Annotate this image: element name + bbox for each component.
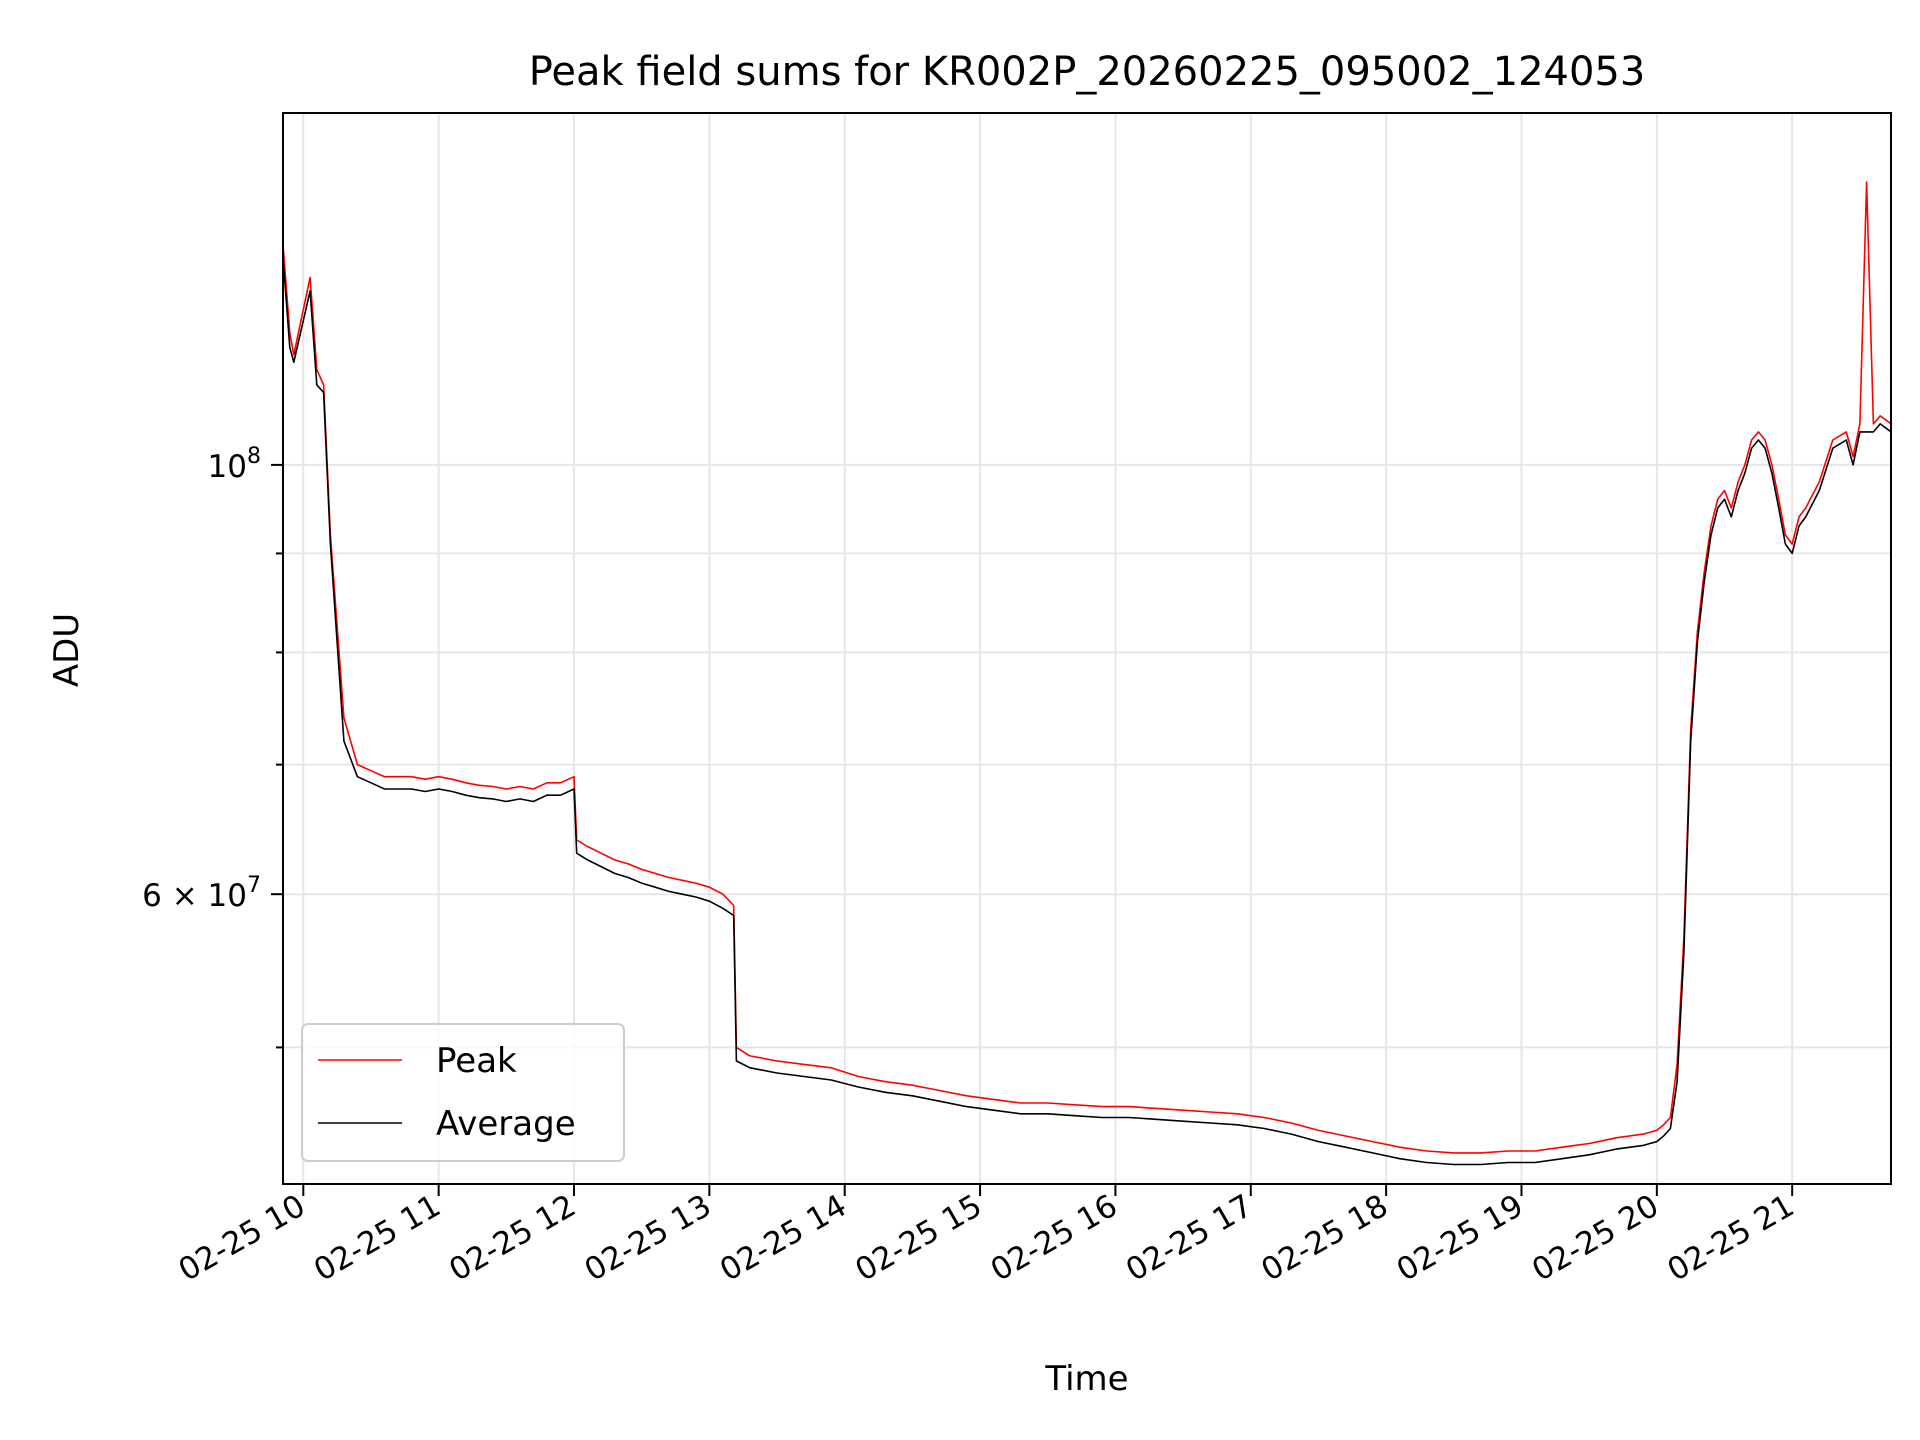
legend: Peak Average: [301, 1023, 625, 1162]
grid-lines: [283, 113, 1891, 1184]
x-tick-label: 02-25 10: [173, 1188, 312, 1289]
x-tick-label: 02-25 17: [1120, 1188, 1259, 1289]
y-tick-label-exponent: 8: [247, 444, 261, 469]
x-tick-label: 02-25 15: [849, 1188, 988, 1289]
x-tick-label: 02-25 21: [1661, 1188, 1800, 1289]
x-axis-label: Time: [1044, 1359, 1128, 1399]
series-line-average: [283, 257, 1891, 1166]
y-axis-label: ADU: [47, 613, 87, 687]
legend-average-label: Average: [436, 1104, 576, 1144]
x-tick-label: 02-25 16: [985, 1188, 1124, 1289]
chart-title: Peak field sums for KR002P_20260225_0950…: [529, 49, 1646, 95]
y-tick-label-exponent: 7: [247, 873, 261, 898]
y-tick-label-base: 10: [208, 449, 247, 485]
x-tick-label: 02-25 12: [443, 1188, 582, 1289]
series-lines: [283, 181, 1891, 1166]
x-tick-label: 02-25 18: [1255, 1188, 1394, 1289]
y-tick-label: 108: [208, 444, 261, 485]
x-tick-label: 02-25 19: [1391, 1188, 1530, 1289]
x-tick-label: 02-25 11: [308, 1188, 447, 1289]
x-tick-label: 02-25 20: [1526, 1188, 1665, 1289]
legend-peak-label: Peak: [436, 1041, 517, 1081]
y-tick-label: 6 × 107: [142, 873, 261, 914]
x-tick-label: 02-25 13: [579, 1188, 718, 1289]
plot-frame: [282, 112, 1892, 1185]
series-line-peak: [283, 181, 1891, 1154]
y-tick-label-base: 6 × 10: [142, 878, 247, 914]
x-tick-label: 02-25 14: [714, 1188, 853, 1289]
legend-box: [301, 1023, 625, 1162]
